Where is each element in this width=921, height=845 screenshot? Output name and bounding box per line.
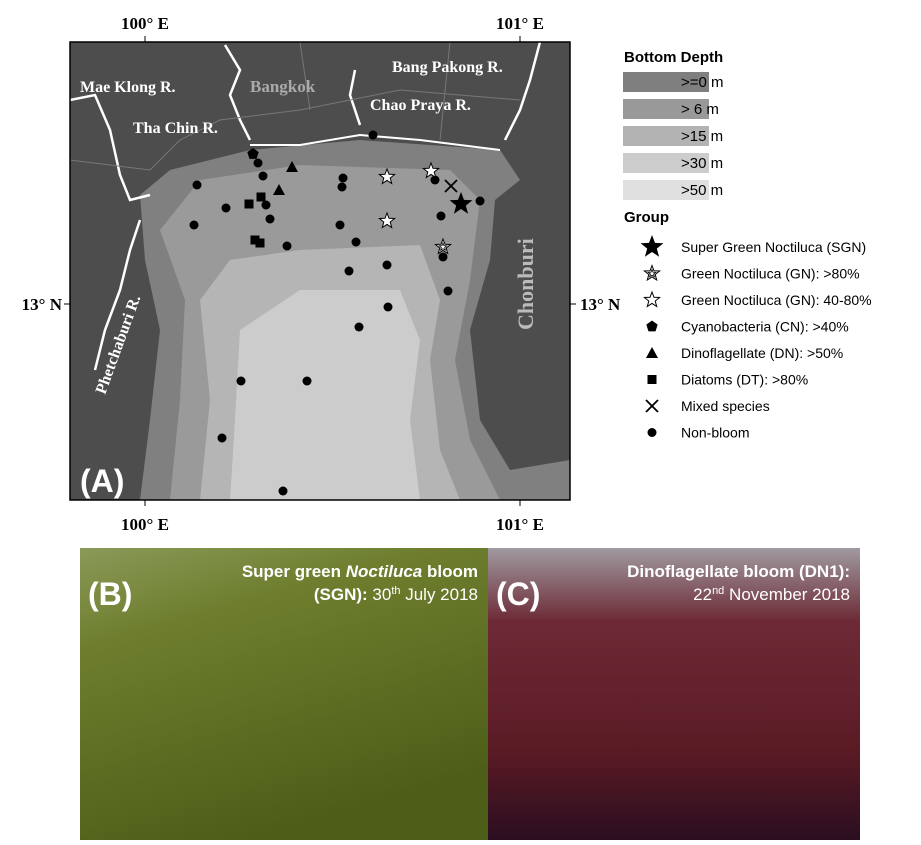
- legend-label: Green Noctiluca (GN): 40-80%: [681, 292, 872, 308]
- figure: 100° E 100° E 101° E 101° E 13° N 13° N Mae Kl…: [0, 0, 921, 840]
- legend-label: Green Noctiluca (GN): >80%: [681, 266, 860, 282]
- map-body: [70, 42, 570, 500]
- marker-nonbloom: [266, 215, 275, 224]
- marker-nonbloom: [259, 172, 268, 181]
- panel-label: (A): [80, 463, 124, 499]
- caption-text: bloom: [422, 562, 478, 581]
- legend-label: >=0 m: [681, 74, 724, 91]
- marker-sgn: [641, 235, 664, 257]
- marker-nonbloom: [355, 323, 364, 332]
- marker-dt: [245, 200, 254, 209]
- marker-nonbloom: [476, 197, 485, 206]
- marker-gn40: [644, 292, 659, 307]
- place-label: Chonburi: [513, 238, 538, 330]
- caption-text: 30: [368, 585, 392, 604]
- place-label: Tha Chin R.: [133, 120, 218, 137]
- x-axis-label: 101° E: [496, 515, 544, 534]
- caption-text: (SGN):: [314, 585, 368, 604]
- marker-nonbloom: [352, 238, 361, 247]
- marker-nonbloom: [384, 303, 393, 312]
- caption-text: nd: [712, 585, 724, 597]
- marker-nonbloom: [336, 221, 345, 230]
- marker-nonbloom: [303, 377, 312, 386]
- marker-dt: [256, 239, 265, 248]
- legend-label: Non-bloom: [681, 425, 749, 441]
- caption-text: Super green: [242, 562, 346, 581]
- caption-text: Dinoflagellate bloom (DN1):: [627, 562, 850, 581]
- legend-label: > 6 m: [681, 101, 719, 118]
- legend-title: Group: [624, 209, 669, 226]
- legend-label: Mixed species: [681, 398, 770, 414]
- place-label: Bang Pakong R.: [392, 59, 503, 76]
- marker-nonbloom: [218, 434, 227, 443]
- marker-nonbloom: [439, 253, 448, 262]
- legend-label: >15 m: [681, 128, 723, 145]
- marker-nonbloom: [648, 428, 657, 437]
- marker-nonbloom: [339, 174, 348, 183]
- place-label: Bangkok: [250, 77, 316, 96]
- caption-text: 22: [693, 585, 712, 604]
- y-axis-label: 13° N: [580, 295, 621, 314]
- legend-label: Diatoms (DT): >80%: [681, 372, 808, 388]
- legend-title: Bottom Depth: [624, 49, 723, 66]
- place-label: Mae Klong R.: [80, 79, 176, 96]
- caption-text: November 2018: [724, 585, 850, 604]
- marker-gn80: [644, 266, 659, 281]
- legend-label: Dinoflagellate (DN): >50%: [681, 345, 843, 361]
- marker-dt: [257, 193, 266, 202]
- caption-line: Super green Noctiluca bloom: [242, 562, 478, 581]
- legend-label: >30 m: [681, 155, 723, 172]
- marker-nonbloom: [338, 183, 347, 192]
- marker-nonbloom: [193, 181, 202, 190]
- marker-nonbloom: [190, 221, 199, 230]
- marker-nonbloom: [254, 159, 263, 168]
- marker-nonbloom: [222, 204, 231, 213]
- marker-nonbloom: [345, 267, 354, 276]
- place-label: Chao Praya R.: [370, 97, 471, 114]
- panel-label: (B): [88, 576, 132, 612]
- marker-nonbloom: [279, 487, 288, 496]
- marker-dt: [648, 375, 657, 384]
- legend-label: Super Green Noctiluca (SGN): [681, 239, 866, 255]
- panel-label: (C): [496, 576, 540, 612]
- caption-text: July 2018: [401, 585, 479, 604]
- marker-nonbloom: [237, 377, 246, 386]
- y-axis-label: 13° N: [22, 295, 63, 314]
- x-axis-label: 100° E: [121, 14, 169, 33]
- x-axis-label: 100° E: [121, 515, 169, 534]
- legend-label: Cyanobacteria (CN): >40%: [681, 319, 849, 335]
- marker-nonbloom: [262, 201, 271, 210]
- marker-nonbloom: [437, 212, 446, 221]
- marker-dn: [646, 347, 658, 358]
- marker-nonbloom: [369, 131, 378, 140]
- marker-nonbloom: [444, 287, 453, 296]
- marker-nonbloom: [383, 261, 392, 270]
- caption-text: Noctiluca: [346, 562, 423, 581]
- legend-label: >50 m: [681, 182, 723, 199]
- caption-text: th: [391, 585, 400, 597]
- marker-mixed: [646, 400, 658, 412]
- marker-cn: [646, 321, 657, 332]
- marker-nonbloom: [283, 242, 292, 251]
- caption-line: Dinoflagellate bloom (DN1):: [627, 562, 850, 581]
- x-axis-label: 101° E: [496, 14, 544, 33]
